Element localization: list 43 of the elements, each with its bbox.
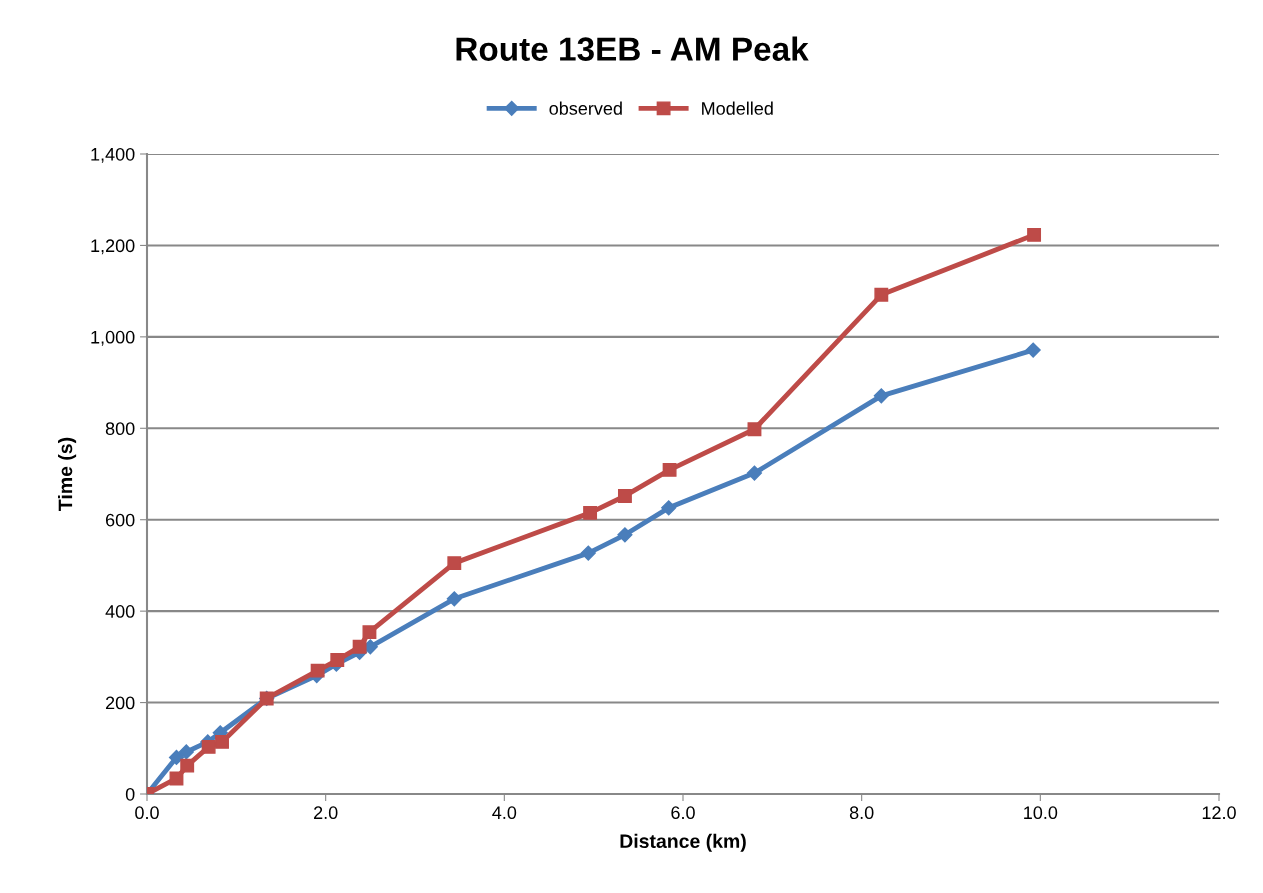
point [874, 287, 889, 302]
point [661, 500, 677, 516]
point [168, 749, 185, 765]
x-axis-title: Distance (km) [620, 833, 746, 852]
chart-title: Route 13EB - AM Peak [456, 36, 809, 61]
x-tick-label: 2.0 [314, 806, 338, 820]
point [583, 505, 598, 520]
point [362, 625, 377, 640]
point [1025, 342, 1041, 358]
point [617, 488, 632, 503]
point [580, 545, 596, 561]
point [746, 465, 763, 481]
y-tick-label: 400 [105, 605, 135, 618]
point [201, 739, 216, 754]
point [330, 653, 345, 668]
point [352, 639, 367, 654]
y-tick-label: 0 [125, 787, 135, 801]
x-tick-label: 12.0 [1202, 806, 1236, 820]
point [447, 556, 462, 571]
point [617, 527, 633, 543]
point [178, 744, 194, 760]
x-tick-label: 0.0 [135, 806, 159, 820]
point [1027, 227, 1042, 242]
point [215, 734, 229, 749]
legend-label: Modelled [702, 101, 773, 115]
x-tick-label: 8.0 [849, 806, 874, 820]
point [180, 758, 195, 773]
point [873, 388, 889, 404]
y-tick-label: 1,200 [91, 239, 135, 255]
y-tick-label: 1,000 [91, 330, 135, 346]
legend-label: observed [549, 101, 622, 115]
point [662, 462, 677, 477]
point [446, 591, 462, 607]
y-tick-label: 1,400 [91, 147, 135, 163]
point [747, 422, 762, 437]
y-tick-label: 600 [105, 513, 135, 527]
x-tick-label: 10.0 [1024, 806, 1058, 820]
y-tick-label: 200 [105, 696, 135, 710]
y-axis-title: Time (s) [58, 437, 77, 511]
x-tick-label: 6.0 [671, 806, 695, 820]
x-tick-label: 4.0 [492, 806, 517, 820]
point [310, 663, 325, 678]
y-tick-label: 800 [105, 422, 135, 436]
